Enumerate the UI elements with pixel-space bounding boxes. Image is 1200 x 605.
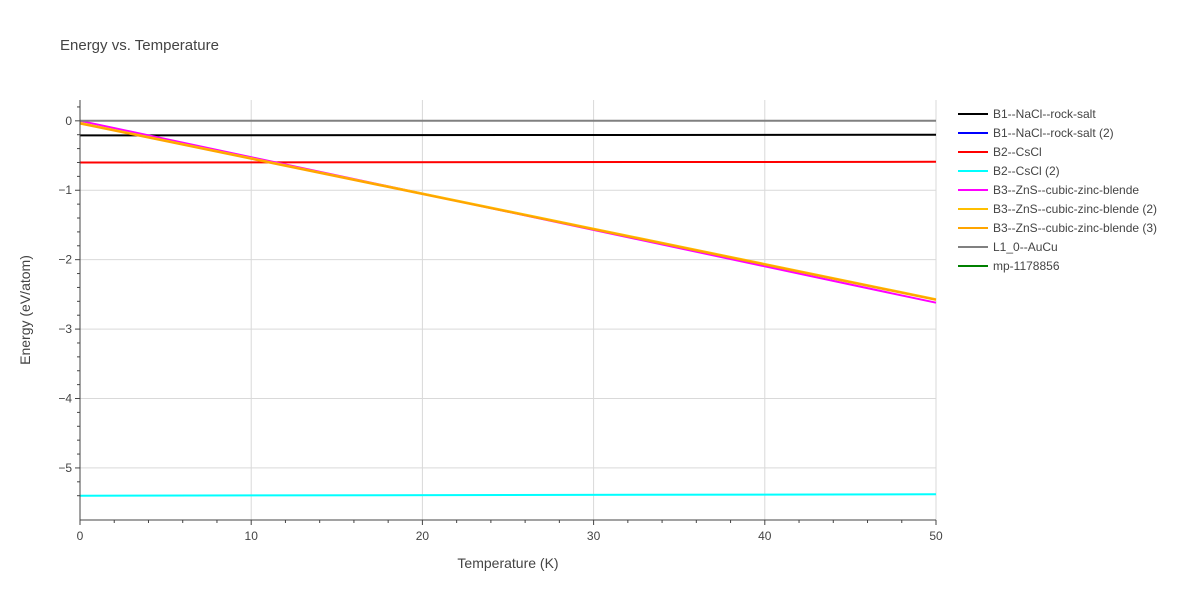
chart-title: Energy vs. Temperature: [60, 37, 219, 54]
y-axis-label: Energy (eV/atom): [17, 255, 33, 365]
series-layer: [79, 119, 937, 497]
legend-label: B1--NaCl--rock-salt: [993, 107, 1096, 121]
legend-label: B1--NaCl--rock-salt (2): [993, 126, 1114, 140]
y-tick-label: 0: [65, 114, 72, 128]
x-tick-label: 40: [758, 529, 772, 543]
x-tick-label: 20: [416, 529, 430, 543]
legend-label: B2--CsCl (2): [993, 164, 1060, 178]
legend-item[interactable]: B2--CsCl: [958, 145, 1042, 159]
legend-item[interactable]: B3--ZnS--cubic-zinc-blende: [958, 183, 1139, 197]
x-tick-label: 50: [929, 529, 943, 543]
legend-item[interactable]: B1--NaCl--rock-salt: [958, 107, 1096, 121]
legend-item[interactable]: B1--NaCl--rock-salt (2): [958, 126, 1114, 140]
x-tick-label: 0: [77, 529, 84, 543]
series-line-2: [79, 160, 937, 164]
x-tick-label: 30: [587, 529, 601, 543]
y-tick-label: −2: [58, 253, 72, 267]
legend-label: B3--ZnS--cubic-zinc-blende: [993, 183, 1139, 197]
legend-item[interactable]: L1_0--AuCu: [958, 240, 1058, 254]
axis-layer: 0 10 20 30 40 50 0 −1 −2 −3 −4 −5: [58, 100, 943, 543]
series-line-3: [79, 493, 937, 497]
x-tick-label: 10: [245, 529, 259, 543]
legend-item[interactable]: B3--ZnS--cubic-zinc-blende (3): [958, 221, 1157, 235]
series-line-0: [79, 133, 937, 137]
legend-item[interactable]: B3--ZnS--cubic-zinc-blende (2): [958, 202, 1157, 216]
y-tick-label: −1: [58, 183, 72, 197]
y-tick-label: −4: [58, 392, 72, 406]
legend-label: mp-1178856: [993, 259, 1060, 273]
legend-label: B3--ZnS--cubic-zinc-blende (3): [993, 221, 1157, 235]
legend-item[interactable]: B2--CsCl (2): [958, 164, 1060, 178]
x-axis-label: Temperature (K): [457, 555, 558, 571]
y-tick-label: −5: [58, 461, 72, 475]
legend-item[interactable]: mp-1178856: [958, 259, 1060, 273]
grid-layer: [80, 100, 937, 520]
legend-label: L1_0--AuCu: [993, 240, 1058, 254]
legend: B1--NaCl--rock-salt B1--NaCl--rock-salt (…: [958, 107, 1157, 273]
legend-label: B2--CsCl: [993, 145, 1042, 159]
y-tick-label: −3: [58, 322, 72, 336]
series-line-6: [79, 122, 937, 301]
legend-label: B3--ZnS--cubic-zinc-blende (2): [993, 202, 1157, 216]
